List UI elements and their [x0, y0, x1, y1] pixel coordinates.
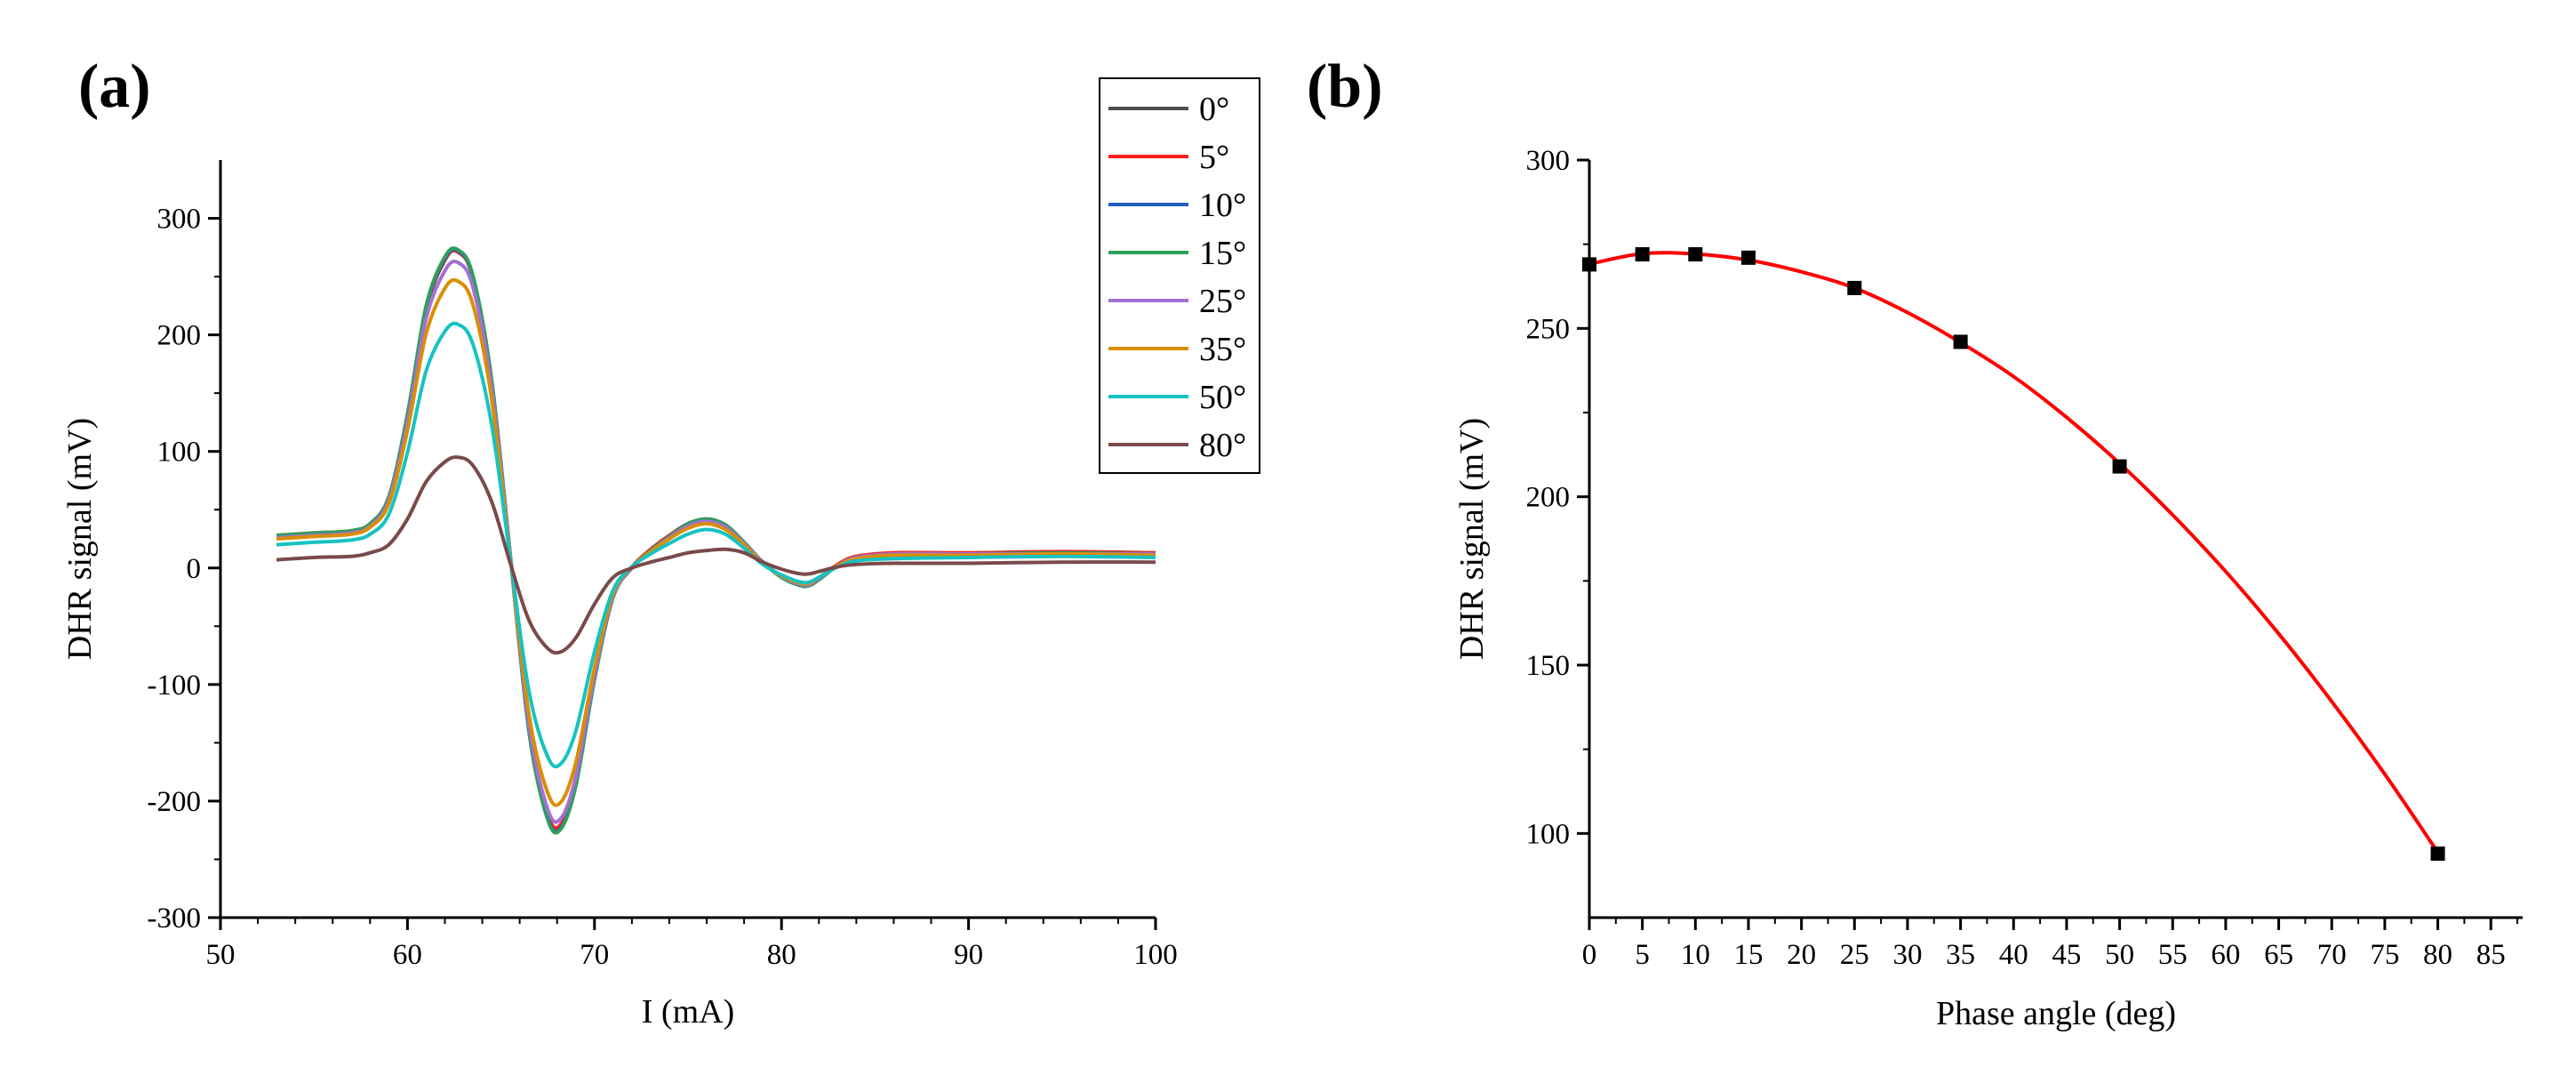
chart-b-x-tick-label: 10 [1681, 939, 1710, 971]
chart-b-x-tick-label: 25 [1840, 939, 1869, 971]
chart-b-x-tick-label: 60 [2211, 939, 2240, 971]
chart-a-series-lines [276, 246, 1156, 835]
legend-label-5deg: 5° [1199, 139, 1229, 176]
chart-b-y-label: DHR signal (mV) [1453, 418, 1491, 660]
chart-b-ticks [1577, 158, 2519, 930]
chart-a-tick-labels: 50 60 70 80 90 100 -300 -200 -100 0 100 200 300 [148, 204, 1178, 971]
legend-label-80deg: 80° [1199, 427, 1246, 464]
chart-b-x-tick-label: 55 [2158, 939, 2188, 971]
chart-b-y-tick-label: 300 [1526, 145, 1571, 177]
chart-a-x-tick-label: 80 [767, 939, 796, 971]
chart-b-data-point [2430, 846, 2445, 862]
chart-b-data-point [1847, 280, 1862, 295]
chart-a-series-line-15deg [276, 246, 1156, 835]
chart-a-x-tick-label: 70 [580, 939, 609, 971]
chart-b-y-tick-label: 200 [1526, 482, 1571, 514]
chart-a-y-tick-label: -100 [148, 670, 202, 702]
chart-a-x-tick-label: 50 [206, 939, 236, 971]
chart-a-y-tick-label: 200 [157, 320, 202, 352]
legend-label-10deg: 10° [1199, 187, 1246, 224]
chart-a-legend: 0° 5° 10° 15° 25° 35° 50° 80° [1099, 77, 1260, 474]
chart-b-x-tick-label: 50 [2105, 939, 2134, 971]
chart-a-series-line-25deg [276, 260, 1156, 824]
chart-a-series-line-35deg [276, 277, 1156, 807]
chart-b-x-tick-label: 20 [1787, 939, 1816, 971]
chart-a-legend-box [1099, 77, 1260, 474]
chart-a-y-label: DHR signal (mV) [61, 418, 99, 660]
chart-a-x-tick-label: 90 [954, 939, 983, 971]
legend-label-15deg: 15° [1199, 235, 1246, 272]
chart-a-series-line-80deg [276, 455, 1156, 655]
chart-b-x-tick-label: 30 [1892, 939, 1922, 971]
chart-b-fit-curve [1588, 251, 2440, 854]
chart-b: 0 5 10 15 20 25 30 35 40 45 50 55 60 65 70 75 80 85 100 150… [1453, 145, 2523, 1032]
chart-a-y-tick-label: -300 [148, 902, 202, 935]
legend-label-50deg: 50° [1199, 379, 1246, 416]
chart-b-x-tick-label: 45 [2052, 939, 2081, 971]
chart-b-x-label: Phase angle (deg) [1936, 995, 2176, 1032]
chart-a-ticks [208, 217, 1157, 930]
chart-b-x-tick-label: 35 [1946, 939, 1975, 971]
chart-b-data-points [1582, 247, 2445, 862]
chart-b-x-tick-label: 65 [2264, 939, 2293, 971]
chart-b-y-tick-label: 150 [1526, 650, 1571, 682]
legend-label-35deg: 35° [1199, 331, 1246, 368]
chart-b-x-tick-label: 0 [1582, 939, 1597, 971]
chart-a-x-tick-label: 100 [1133, 939, 1178, 971]
chart-b-y-tick-label: 100 [1526, 818, 1571, 850]
chart-b-x-tick-label: 75 [2370, 939, 2399, 971]
chart-b-y-tick-label: 250 [1526, 313, 1571, 345]
panel-a-label: (a) [78, 52, 151, 121]
chart-b-x-tick-label: 80 [2423, 939, 2452, 971]
chart-b-x-tick-label: 40 [1999, 939, 2028, 971]
chart-b-data-point [1688, 247, 1703, 262]
chart-a-series-line-10deg [276, 247, 1156, 834]
chart-b-x-tick-label: 70 [2317, 939, 2347, 971]
panel-b-label: (b) [1307, 52, 1383, 121]
chart-b-data-point [2112, 459, 2127, 474]
chart-a-series-line-0deg [276, 248, 1156, 832]
chart-b-data-point [1953, 334, 1968, 349]
chart-b-x-tick-label: 85 [2476, 939, 2506, 971]
chart-b-x-tick-label: 5 [1635, 939, 1650, 971]
chart-a: 50 60 70 80 90 100 -300 -200 -100 0 100 200 300 I (m… [61, 77, 1260, 1031]
chart-b-data-point [1635, 247, 1650, 262]
chart-a-series-line-50deg [276, 321, 1156, 769]
chart-b-data-point [1740, 250, 1756, 265]
chart-a-y-tick-label: 0 [187, 553, 202, 585]
chart-b-tick-labels: 0 5 10 15 20 25 30 35 40 45 50 55 60 65 70 75 80 85 100 150… [1526, 145, 2506, 971]
chart-a-y-tick-label: 100 [157, 437, 202, 469]
chart-a-series-line-5deg [276, 248, 1156, 830]
chart-a-x-tick-label: 60 [393, 939, 422, 971]
chart-b-x-tick-label: 15 [1733, 939, 1763, 971]
chart-a-y-tick-label: 300 [157, 204, 202, 236]
chart-a-y-tick-label: -200 [148, 786, 202, 818]
legend-label-0deg: 0° [1199, 91, 1229, 128]
chart-a-x-label: I (mA) [642, 993, 734, 1031]
legend-label-25deg: 25° [1199, 283, 1246, 320]
